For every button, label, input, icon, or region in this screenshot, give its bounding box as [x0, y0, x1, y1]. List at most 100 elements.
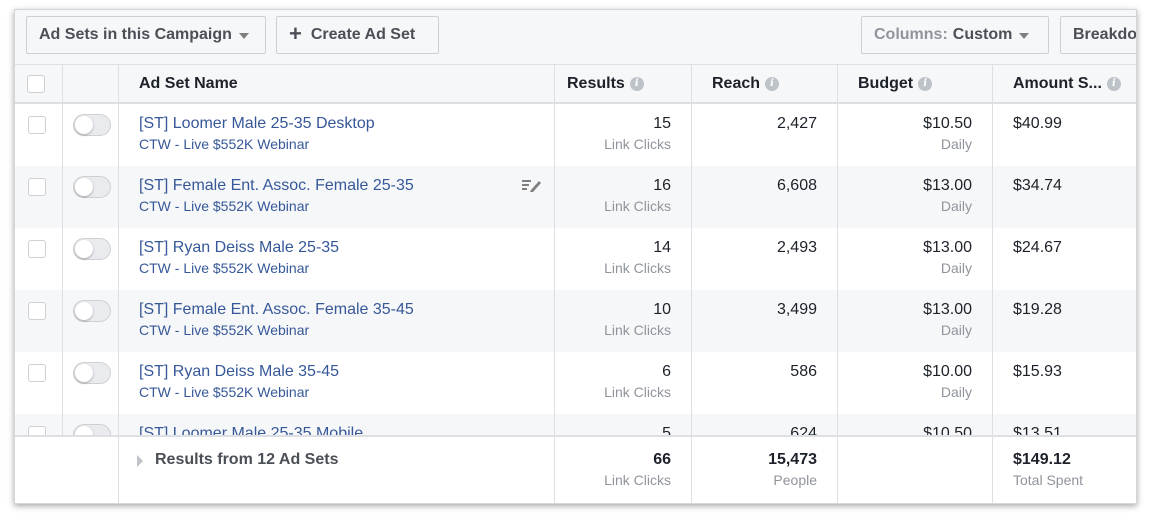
ad-set-status-toggle[interactable] [73, 114, 111, 136]
plus-icon: + [289, 21, 302, 46]
campaign-name-link[interactable]: CTW - Live $552K Webinar [139, 384, 310, 400]
select-all-checkbox[interactable] [27, 75, 45, 93]
info-icon[interactable]: i [765, 77, 780, 91]
column-title: Amount S... [1013, 75, 1102, 92]
footer-label-cell[interactable]: Results from 12 Ad Sets [119, 437, 555, 503]
ad-set-status-toggle[interactable] [73, 176, 111, 198]
ad-sets-scope-dropdown[interactable]: Ad Sets in this Campaign [26, 16, 266, 54]
column-header-results[interactable]: Results i [555, 65, 692, 103]
budget-value[interactable]: $10.50 [923, 425, 972, 435]
column-header-ad-set-name[interactable]: Ad Set Name [119, 65, 555, 103]
budget-value[interactable]: $10.00 [923, 363, 972, 380]
row-checkbox[interactable] [28, 364, 46, 382]
ad-set-name-link[interactable]: [ST] Loomer Male 25-35 Desktop [139, 115, 375, 132]
toggle-knob [75, 302, 93, 320]
results-type: Link Clicks [604, 260, 671, 276]
column-header-amount-spent[interactable]: Amount S... i [993, 65, 1136, 103]
results-type: Link Clicks [604, 198, 671, 214]
budget-cell: $13.00 Daily [838, 290, 993, 352]
toggle-knob [75, 178, 93, 196]
total-amount-type: Total Spent [1013, 472, 1084, 488]
select-cell [15, 104, 63, 166]
ad-set-status-toggle[interactable] [73, 362, 111, 384]
toggle-knob [75, 364, 93, 382]
chevron-down-icon [238, 33, 249, 39]
budget-type: Daily [940, 260, 972, 276]
create-ad-set-label: Create Ad Set [310, 26, 416, 43]
edit-pencil-icon[interactable] [522, 178, 542, 192]
footer-results-cell: 66 Link Clicks [555, 437, 692, 503]
ad-set-name-link[interactable]: [ST] Female Ent. Assoc. Female 35-45 [139, 301, 414, 318]
toggle-cell [63, 228, 119, 290]
budget-cell: $10.00 Daily [838, 352, 993, 414]
amount-spent-cell: $34.74 [993, 166, 1136, 228]
info-icon[interactable]: i [918, 77, 933, 91]
results-type: Link Clicks [604, 322, 671, 338]
amount-spent-value: $19.28 [1013, 301, 1062, 318]
total-results-type: Link Clicks [604, 472, 671, 488]
info-icon[interactable]: i [629, 77, 644, 91]
campaign-name-link[interactable]: CTW - Live $552K Webinar [139, 136, 310, 152]
total-results: 66 [653, 451, 671, 468]
breakdown-label: Breakdown [1073, 26, 1137, 43]
ad-set-status-toggle[interactable] [73, 300, 111, 322]
results-type: Link Clicks [604, 136, 671, 152]
table-row[interactable]: [ST] Female Ent. Assoc. Female 25-35 CTW … [15, 166, 1136, 228]
row-checkbox[interactable] [28, 302, 46, 320]
campaign-name-link[interactable]: CTW - Live $552K Webinar [139, 198, 310, 214]
results-value: 6 [662, 363, 671, 380]
results-value: 15 [653, 115, 671, 132]
campaign-name-link[interactable]: CTW - Live $552K Webinar [139, 260, 310, 276]
name-cell: [ST] Female Ent. Assoc. Female 35-45 CTW … [119, 290, 555, 352]
column-header-budget[interactable]: Budget i [838, 65, 993, 103]
table-row[interactable]: [ST] Loomer Male 25-35 Desktop CTW - Live… [15, 104, 1136, 166]
ad-set-status-toggle[interactable] [73, 424, 111, 435]
select-cell [15, 228, 63, 290]
budget-cell: $13.00 Daily [838, 228, 993, 290]
toggle-cell [63, 104, 119, 166]
breakdown-dropdown[interactable]: Breakdown [1060, 16, 1137, 54]
row-checkbox[interactable] [28, 178, 46, 196]
reach-cell: 6,608 [692, 166, 838, 228]
results-value: 14 [653, 239, 671, 256]
ad-set-name-link[interactable]: [ST] Ryan Deiss Male 35-45 [139, 363, 340, 380]
results-value: 5 [662, 425, 671, 435]
row-checkbox[interactable] [28, 426, 46, 435]
table-row[interactable]: [ST] Ryan Deiss Male 25-35 CTW - Live $55… [15, 228, 1136, 290]
footer-amount-cell: $149.12 Total Spent [993, 437, 1136, 503]
amount-spent-value: $13.51 [1013, 425, 1062, 435]
name-cell: [ST] Female Ent. Assoc. Female 25-35 CTW … [119, 166, 555, 228]
reach-cell: 624 [692, 414, 838, 435]
ad-set-name-link[interactable]: [ST] Ryan Deiss Male 25-35 [139, 239, 340, 256]
columns-dropdown[interactable]: Columns: Custom [861, 16, 1049, 54]
ad-set-status-toggle[interactable] [73, 238, 111, 260]
toggle-cell [63, 352, 119, 414]
budget-value[interactable]: $13.00 [923, 177, 972, 194]
create-ad-set-button[interactable]: + Create Ad Set [276, 16, 439, 54]
select-cell [15, 290, 63, 352]
campaign-name-link[interactable]: CTW - Live $552K Webinar [139, 322, 310, 338]
toggle-knob [75, 426, 93, 435]
toggle-cell [63, 290, 119, 352]
row-checkbox[interactable] [28, 240, 46, 258]
select-cell [15, 166, 63, 228]
results-cell: 15 Link Clicks [555, 104, 692, 166]
ad-set-name-link[interactable]: [ST] Loomer Male 25-35 Mobile [139, 425, 364, 435]
budget-value[interactable]: $13.00 [923, 301, 972, 318]
footer-budget-cell [838, 437, 993, 503]
info-icon[interactable]: i [1106, 77, 1121, 91]
results-value: 16 [653, 177, 671, 194]
column-header-reach[interactable]: Reach i [692, 65, 838, 103]
row-checkbox[interactable] [28, 116, 46, 134]
amount-spent-value: $15.93 [1013, 363, 1062, 380]
table-row[interactable]: [ST] Loomer Male 25-35 MobileCTW - Live … [15, 414, 1136, 435]
select-cell [15, 352, 63, 414]
budget-value[interactable]: $13.00 [923, 239, 972, 256]
ad-set-name-link[interactable]: [ST] Female Ent. Assoc. Female 25-35 [139, 177, 414, 194]
table-row[interactable]: [ST] Ryan Deiss Male 35-45 CTW - Live $55… [15, 352, 1136, 414]
budget-value[interactable]: $10.50 [923, 115, 972, 132]
table-body: [ST] Loomer Male 25-35 Desktop CTW - Live… [15, 104, 1136, 435]
table-row[interactable]: [ST] Female Ent. Assoc. Female 35-45 CTW … [15, 290, 1136, 352]
expand-triangle-icon[interactable] [137, 455, 143, 467]
